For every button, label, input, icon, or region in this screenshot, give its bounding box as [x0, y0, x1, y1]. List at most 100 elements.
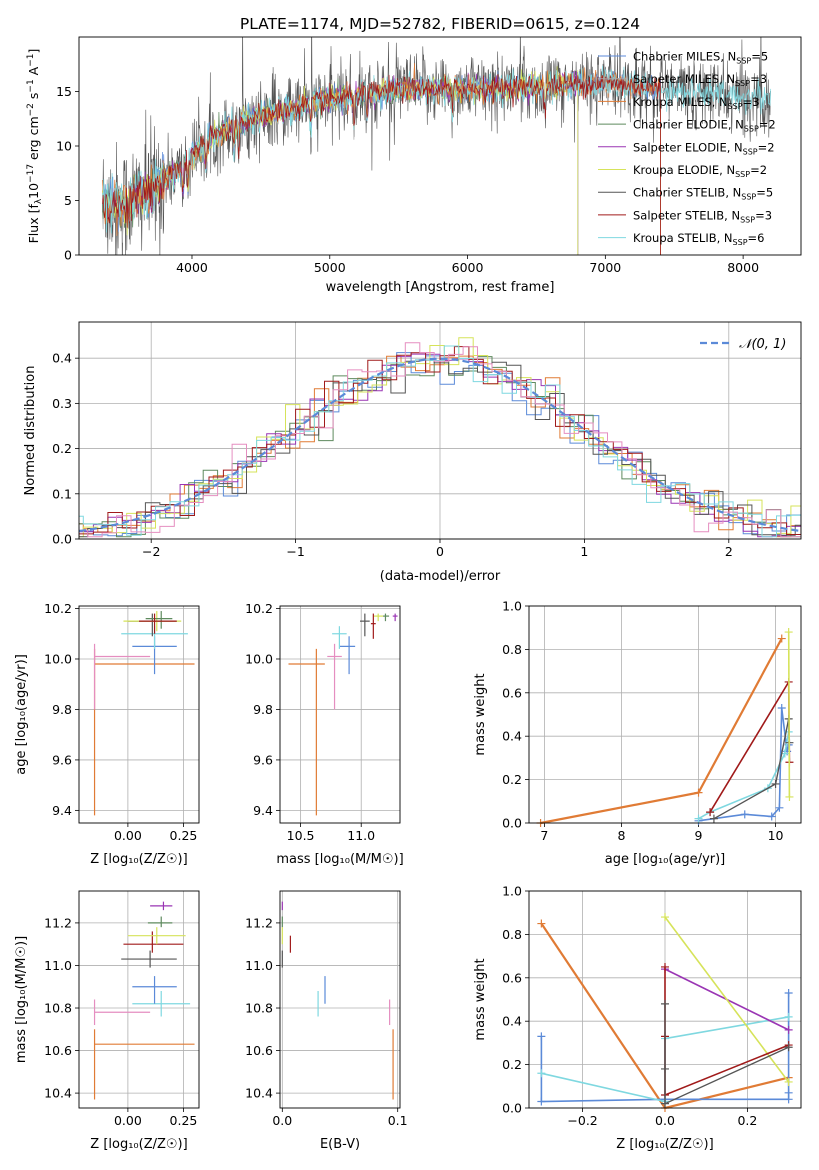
x-tick-label: 11.0: [347, 828, 375, 843]
x-tick-label: 10.5: [287, 828, 315, 843]
weight-marker: [537, 1069, 546, 1078]
y-tick-label: 0.8: [502, 927, 522, 942]
y-tick-label: 0.4: [502, 729, 522, 744]
legend-subscript: SSP: [735, 79, 750, 88]
x-tick-label: 0.00: [114, 1113, 142, 1128]
legend-label: Kroupa ELODIE, NSSP=2: [633, 163, 767, 179]
legend-label: 𝒩(0, 1): [739, 337, 786, 352]
y-tick-label: 0.3: [52, 396, 72, 411]
y-tick-label: 9.4: [52, 803, 72, 818]
y-tick-label: 0.0: [52, 532, 72, 547]
y-tick-label: 0.2: [502, 1057, 522, 1072]
legend-nssp: =2: [750, 163, 767, 177]
y-axis-label-part: 10: [26, 183, 41, 199]
y-tick-label: 9.8: [253, 702, 273, 717]
legend-series-name: Chabrier ELODIE, N: [633, 118, 744, 132]
legend-nssp: =3: [750, 72, 767, 86]
x-axis-label: wavelength [Angstrom, rest frame]: [326, 280, 555, 295]
y-axis-label-part: −1: [26, 54, 36, 67]
weight-marker: [706, 808, 715, 817]
y-tick-label: 10: [56, 139, 72, 154]
weight-marker: [661, 999, 669, 1008]
y-tick-label: 9.6: [253, 752, 273, 767]
x-tick-label: 0.0: [272, 1113, 292, 1128]
legend-series-name: Kroupa MILES, N: [633, 95, 728, 109]
x-tick-label: −2: [142, 544, 160, 559]
legend-label: Salpeter STELIB, NSSP=3: [633, 208, 772, 224]
axes-frame: [528, 605, 802, 824]
y-tick-label: 10.2: [44, 601, 72, 616]
x-axis-label: Z [log₁₀(Z/Z☉)]: [616, 1137, 713, 1152]
weight-marker: [784, 1025, 793, 1034]
weight-marker: [694, 788, 703, 797]
legend-subscript: SSP: [728, 102, 743, 111]
axes-frame: [528, 890, 802, 1109]
x-axis-label: Z [log₁₀(Z/Z☉)]: [90, 852, 187, 867]
y-axis-label-part: s: [26, 93, 41, 104]
axes-frame: [78, 321, 802, 540]
x-tick-label: 9: [695, 828, 703, 843]
legend-nssp: =2: [759, 118, 776, 132]
axes-frame: [78, 36, 802, 256]
legend-label: Kroupa MILES, NSSP=3: [633, 95, 759, 111]
weight-line-kroupa_elodie: [664, 916, 790, 1083]
legend-series-name: Chabrier MILES, N: [633, 50, 736, 64]
legend-subscript: SSP: [743, 147, 758, 156]
legend-nssp: =2: [758, 140, 775, 154]
legend-series-name: Salpeter STELIB, N: [633, 208, 740, 222]
legend-series-name: Kroupa ELODIE, N: [633, 163, 735, 177]
x-tick-label: 0.2: [737, 1113, 757, 1128]
legend-label: Kroupa STELIB, NSSP=6: [633, 231, 764, 247]
x-tick-label: 0.25: [170, 828, 198, 843]
y-tick-label: 9.4: [253, 803, 273, 818]
legend-series-name: Salpeter ELODIE, N: [633, 140, 743, 154]
y-tick-label: 11.2: [44, 915, 72, 930]
x-tick-label: −0.2: [567, 1113, 597, 1128]
y-tick-label: 10.0: [245, 651, 273, 666]
x-tick-label: 2: [725, 544, 733, 559]
y-tick-label: 1.0: [502, 884, 522, 899]
y-axis-label: mass weight: [473, 958, 488, 1040]
y-tick-label: 1.0: [502, 599, 522, 614]
legend-nssp: =5: [751, 50, 768, 64]
x-axis-label: mass [log₁₀(M/M☉)]: [276, 852, 403, 867]
residual-histogram-panel: −2 −1 0 1 2 0.0 0.1 0.2 0.3 0.4 (data-model)/error…: [23, 321, 802, 584]
x-tick-label: 1: [580, 544, 588, 559]
y-tick-label: 9.8: [52, 702, 72, 717]
x-axis-label: E(B-V): [320, 1137, 360, 1152]
y-tick-label: 0.4: [502, 1014, 522, 1029]
y-tick-label: 0.8: [502, 642, 522, 657]
y-tick-label: 0.2: [502, 772, 522, 787]
weight-marker: [777, 634, 786, 643]
y-tick-label: 0.0: [502, 1101, 522, 1116]
x-tick-label: 8000: [727, 260, 759, 275]
x-tick-label: 0.1: [388, 1113, 408, 1128]
legend-series-name: Kroupa STELIB, N: [633, 231, 733, 245]
weight-marker: [694, 814, 703, 823]
weight-marker: [740, 810, 749, 819]
x-tick-label: 0.0: [655, 1113, 675, 1128]
legend-subscript: SSP: [741, 193, 756, 202]
weight-marker: [784, 1088, 793, 1097]
legend-nssp: =3: [755, 208, 772, 222]
y-axis-label: Normed distribution: [23, 366, 38, 496]
weight-vs-age-panel: 7 8 9 10 0.0 0.2 0.4 0.6 0.8 1.0 age [log₁₀(age/yr…: [473, 599, 802, 867]
spectrum-panel: 4000 5000 6000 7000 8000 0 5 10 15 wavelength [An…: [26, 36, 802, 295]
y-tick-label: 9.6: [52, 752, 72, 767]
legend-subscript: SSP: [733, 238, 748, 247]
weight-marker: [775, 803, 784, 812]
age-vs-metallicity-panel: 0.00 0.25 9.4 9.6 9.8 10.0 10.2 Z [log₁₀(Z/Z☉)]…: [14, 601, 200, 867]
y-axis-label-part: Flux [f: [26, 204, 41, 244]
axes-frame: [78, 890, 200, 1109]
weight-marker: [661, 1099, 669, 1108]
y-tick-label: 10.6: [44, 1043, 72, 1058]
axes-frame: [279, 890, 401, 1109]
y-tick-label: 0.4: [52, 351, 72, 366]
age-vs-mass-panel: 10.5 11.0 9.4 9.6 9.8 10.0 10.2 mass [log₁₀(M/M…: [245, 601, 404, 867]
spectrum-line-salpeter-stelib: [102, 72, 661, 255]
legend-label: Salpeter ELODIE, NSSP=2: [633, 140, 775, 156]
normal-pdf-curve: [79, 357, 801, 533]
legend-nssp: =5: [756, 186, 773, 200]
y-tick-label: 10.0: [44, 651, 72, 666]
weight-line-kroupa_elodie: [787, 631, 791, 798]
